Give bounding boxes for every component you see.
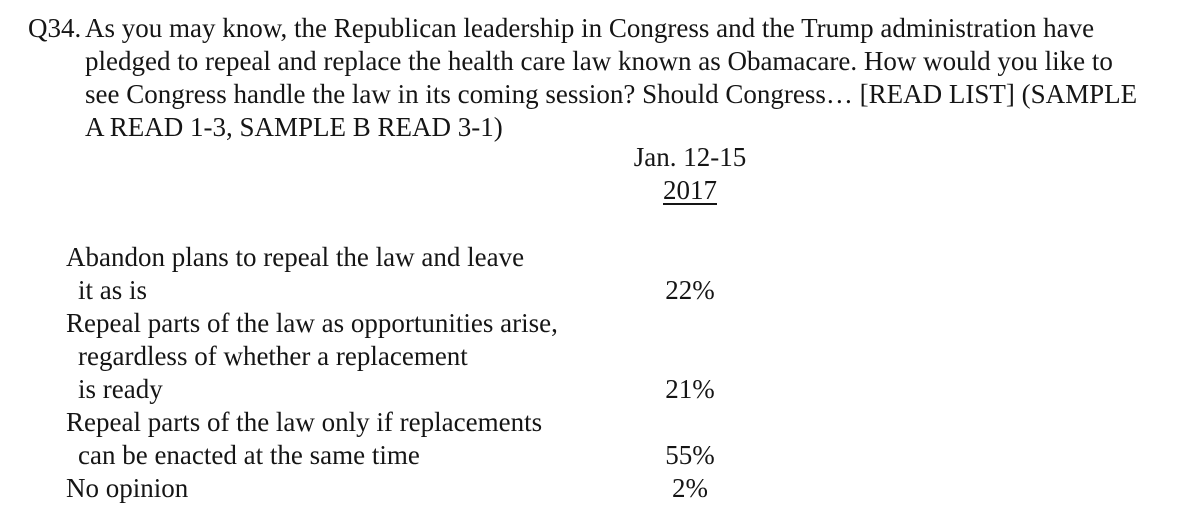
option-value: 21%: [665, 374, 715, 404]
option-line: Repeal parts of the law only if replacem…: [66, 407, 543, 437]
option-line: regardless of whether a replacement: [78, 341, 468, 371]
option-line: it as is: [78, 275, 148, 305]
question-text: As you may know, the Republican leadersh…: [85, 12, 1137, 144]
option-line: Repeal parts of the law as opportunities…: [66, 308, 558, 338]
table-row: No opinion 2%: [66, 472, 770, 505]
table-row: Repeal parts of the law only if replacem…: [66, 406, 770, 472]
option-line: Abandon plans to repeal the law and leav…: [66, 242, 525, 272]
column-header-year: 2017: [663, 175, 717, 205]
column-header: Jan. 12-15 2017: [610, 141, 770, 207]
option-value: 22%: [665, 275, 715, 305]
option-text: Abandon plans to repeal the law and leav…: [66, 241, 610, 307]
question-line: see Congress handle the law in its comin…: [85, 79, 1138, 109]
option-line: No opinion: [66, 473, 189, 503]
option-line: is ready: [78, 374, 163, 404]
column-header-dates: Jan. 12-15: [633, 142, 747, 172]
option-text: Repeal parts of the law only if replacem…: [66, 406, 610, 472]
option-text: No opinion: [66, 472, 610, 505]
table-row: Repeal parts of the law as opportunities…: [66, 307, 770, 406]
question-block: Q34. As you may know, the Republican lea…: [28, 12, 1137, 144]
question-line: pledged to repeal and replace the health…: [85, 46, 1113, 76]
question-line: A READ 1-3, SAMPLE B READ 3-1): [85, 112, 503, 142]
question-line: As you may know, the Republican leadersh…: [85, 13, 1095, 43]
question-number: Q34.: [28, 13, 82, 43]
option-value: 55%: [665, 440, 715, 470]
column-header-year-line: 2017: [610, 174, 770, 207]
option-line: can be enacted at the same time: [78, 440, 420, 470]
option-text: Repeal parts of the law as opportunities…: [66, 307, 610, 406]
table-row: Abandon plans to repeal the law and leav…: [66, 241, 770, 307]
option-value: 2%: [672, 473, 708, 503]
results-table: Abandon plans to repeal the law and leav…: [66, 241, 770, 505]
